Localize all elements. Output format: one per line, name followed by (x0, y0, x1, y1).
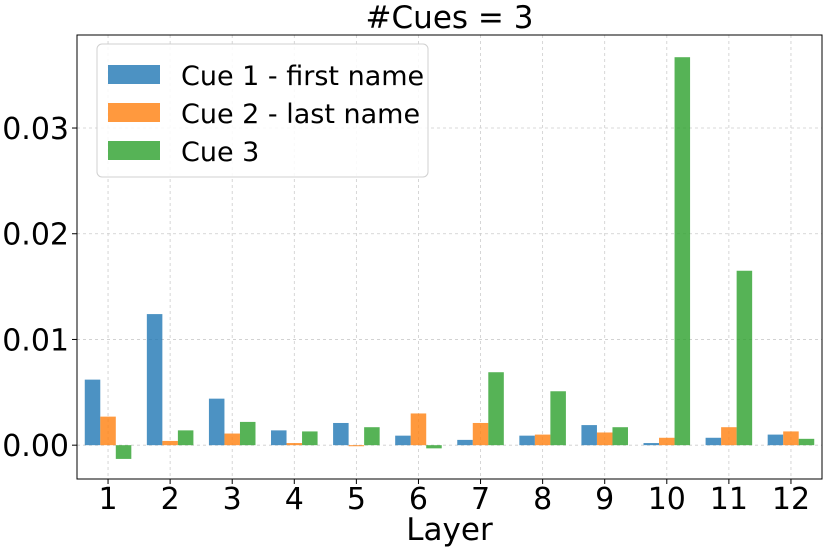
bar-series-3-layer-4 (302, 431, 318, 446)
bar-series-2-layer-11 (721, 427, 737, 446)
legend-swatch-3 (108, 141, 160, 160)
bar-series-2-layer-6 (410, 413, 427, 446)
legend-swatch-1 (108, 65, 160, 84)
bar-series-1-layer-9 (581, 425, 597, 446)
legend-box (96, 43, 429, 178)
bar-series-3-layer-11 (736, 270, 753, 446)
bar-series-2-layer-5 (348, 445, 365, 447)
y-tick-label: 0.00 (2, 429, 69, 464)
bar-series-1-layer-4 (271, 430, 287, 446)
bars-layer (84, 57, 815, 459)
bar-series-2-layer-12 (783, 431, 799, 446)
bar-series-3-layer-2 (177, 430, 194, 446)
plot-frame (76, 34, 823, 480)
bar-series-1-layer-2 (146, 314, 163, 446)
y-tick-label: 0.03 (2, 112, 69, 147)
bar-series-2-layer-7 (472, 422, 489, 446)
y-tick-label: 0.02 (2, 218, 69, 253)
ticks-layer: 0.000.010.020.031 2 3 4 5 6 7 8 9 10 11 12 (2, 112, 810, 517)
bar-series-2-layer-8 (534, 434, 551, 446)
legend-label-2: Cue 2 - last name (181, 99, 420, 130)
bar-series-1-layer-8 (519, 435, 535, 446)
x-tick-label: 9 (595, 482, 614, 517)
x-tick-label: 1 (98, 482, 117, 517)
bar-series-2-layer-2 (162, 440, 178, 446)
bar-series-1-layer-3 (208, 398, 225, 446)
x-tick-label: 10 (648, 482, 686, 517)
x-tick-label: 6 (409, 482, 428, 517)
bar-series-3-layer-10 (674, 57, 691, 446)
bar-series-2-layer-10 (659, 437, 675, 446)
bar-series-3-layer-9 (612, 427, 628, 446)
bar-series-1-layer-10 (643, 443, 660, 446)
bar-series-3-layer-5 (364, 427, 380, 446)
x-tick-label: 7 (471, 482, 490, 517)
bar-series-2-layer-1 (100, 416, 116, 446)
bar-series-1-layer-7 (457, 439, 473, 446)
legend-label-1: Cue 1 - first name (181, 61, 424, 92)
bar-series-3-layer-8 (550, 391, 566, 446)
bar-series-3-layer-1 (115, 445, 132, 459)
bar-series-2-layer-9 (596, 432, 613, 446)
x-tick-label: 4 (285, 482, 304, 517)
bar-series-3-layer-7 (488, 372, 504, 446)
x-tick-label: 12 (772, 482, 810, 517)
bar-series-2-layer-3 (224, 433, 240, 446)
bar-series-1-layer-1 (84, 379, 101, 446)
x-tick-label: 8 (533, 482, 552, 517)
y-tick-label: 0.01 (2, 323, 69, 358)
bar-series-1-layer-11 (705, 437, 722, 446)
bar-series-3-layer-3 (239, 421, 256, 446)
legend-swatch-2 (108, 103, 160, 122)
bar-series-1-layer-5 (333, 422, 349, 446)
legend: Cue 1 - first name Cue 2 - last name Cue 3 (96, 43, 429, 178)
bar-series-1-layer-12 (767, 434, 784, 446)
x-tick-label: 3 (223, 482, 242, 517)
x-tick-label: 2 (161, 482, 180, 517)
bar-series-3-layer-12 (798, 438, 815, 446)
x-axis-label: Layer (406, 512, 493, 548)
x-tick-label: 11 (710, 482, 748, 517)
bar-series-2-layer-4 (286, 443, 303, 446)
x-tick-label: 5 (347, 482, 366, 517)
legend-label-3: Cue 3 (181, 137, 259, 168)
chart-title: #Cues = 3 (366, 0, 534, 36)
bar-series-1-layer-6 (395, 435, 411, 446)
bar-series-3-layer-6 (426, 445, 442, 449)
